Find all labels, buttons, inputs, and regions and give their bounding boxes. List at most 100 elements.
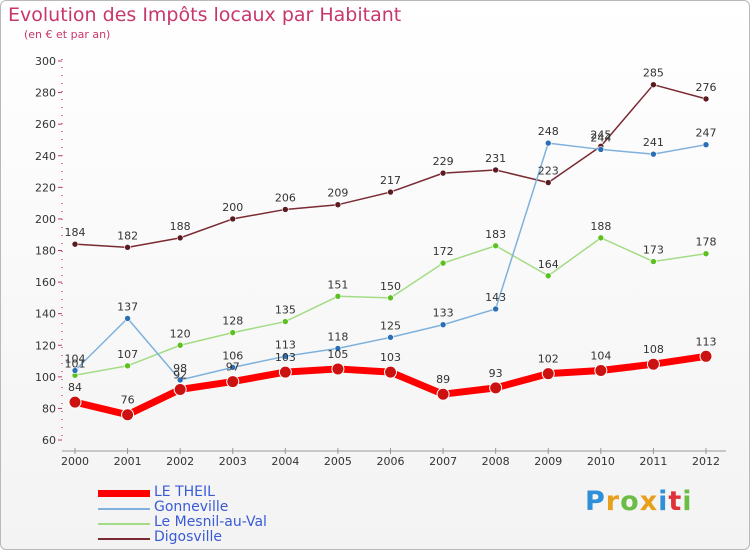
data-label: 102 xyxy=(538,353,559,366)
data-label: 183 xyxy=(485,228,506,241)
data-point xyxy=(124,244,131,251)
y-tick-label: 280 xyxy=(35,87,56,100)
data-point xyxy=(173,382,187,396)
data-label: 223 xyxy=(538,165,559,178)
data-label: 89 xyxy=(436,373,450,386)
data-point xyxy=(226,375,240,389)
data-point xyxy=(229,329,237,336)
logo-letter: P xyxy=(585,486,606,517)
legend-label: Gonneville xyxy=(154,499,229,515)
proxiti-logo: Proxiti xyxy=(585,486,693,517)
data-point xyxy=(439,321,447,329)
x-tick-label: 2008 xyxy=(482,455,510,468)
logo-letter: i xyxy=(682,486,693,517)
data-label: 184 xyxy=(65,226,86,239)
y-tick-label: 240 xyxy=(35,150,56,163)
data-point xyxy=(439,259,447,267)
data-label: 172 xyxy=(433,245,454,258)
data-label: 188 xyxy=(170,220,191,233)
data-point xyxy=(282,206,289,213)
x-tick-label: 2001 xyxy=(114,455,142,468)
logo-letter: x xyxy=(639,486,659,517)
series-line-le-theil xyxy=(71,352,710,419)
logo-letter: o xyxy=(620,486,640,517)
data-label: 76 xyxy=(121,394,135,407)
data-point xyxy=(650,258,657,265)
data-point xyxy=(384,365,397,379)
data-label: 84 xyxy=(68,381,82,394)
data-label: 178 xyxy=(696,236,717,249)
data-label: 93 xyxy=(489,367,503,380)
y-tick-label: 260 xyxy=(35,118,56,131)
data-point xyxy=(387,294,394,302)
data-label: 120 xyxy=(170,327,191,340)
x-tick-label: 2002 xyxy=(166,455,194,468)
data-label: 206 xyxy=(275,191,296,204)
data-point xyxy=(544,139,552,147)
data-point xyxy=(492,242,499,250)
y-tick-label: 160 xyxy=(35,276,56,289)
data-label: 229 xyxy=(433,155,454,168)
data-label: 106 xyxy=(222,349,243,362)
data-label: 103 xyxy=(275,351,296,364)
data-label: 247 xyxy=(696,127,717,140)
data-point xyxy=(124,315,131,322)
data-label: 92 xyxy=(173,368,187,381)
data-label: 135 xyxy=(275,304,296,317)
data-point xyxy=(594,364,608,378)
data-label: 217 xyxy=(380,174,401,187)
data-point xyxy=(121,408,135,422)
data-point xyxy=(124,362,131,370)
data-label: 188 xyxy=(590,220,611,233)
logo-letter: r xyxy=(605,486,621,517)
data-point xyxy=(597,234,605,242)
axes: 60 80 100 120 140 160 180 200 220 240 260 280 300 200… xyxy=(35,55,726,468)
data-point xyxy=(489,381,503,395)
data-label: 97 xyxy=(226,361,240,374)
data-label: 104 xyxy=(65,353,86,366)
data-label: 200 xyxy=(222,201,243,214)
data-point xyxy=(334,345,342,352)
x-tick-label: 2003 xyxy=(219,455,247,468)
data-label: 128 xyxy=(222,315,243,328)
x-tick-label: 2007 xyxy=(429,455,457,468)
series-layer xyxy=(68,81,713,422)
legend-label: Digosville xyxy=(154,529,222,545)
data-point xyxy=(278,365,292,379)
logo-letter: t xyxy=(668,486,683,517)
x-tick-label: 2012 xyxy=(692,455,720,468)
data-point xyxy=(544,272,552,280)
data-point xyxy=(702,250,710,257)
data-point xyxy=(71,367,79,374)
x-tick-label: 2009 xyxy=(534,455,562,468)
data-label: 150 xyxy=(380,280,401,293)
data-label: 276 xyxy=(696,81,717,94)
x-tick-label: 2011 xyxy=(639,455,667,468)
x-tick-label: 2006 xyxy=(377,455,405,468)
y-tick-label: 100 xyxy=(35,371,56,384)
data-point xyxy=(544,179,552,186)
data-point xyxy=(176,341,184,349)
data-point xyxy=(282,318,289,325)
x-tick-label: 2000 xyxy=(61,455,89,468)
data-label: 105 xyxy=(327,348,348,361)
data-point xyxy=(176,234,184,242)
legend-swatch xyxy=(98,490,150,497)
data-point xyxy=(282,353,289,360)
y-tick-label: 180 xyxy=(35,245,56,258)
data-point xyxy=(68,395,82,409)
data-label: 245 xyxy=(590,128,611,141)
legend-swatch xyxy=(98,523,150,525)
data-point xyxy=(650,81,657,88)
data-point xyxy=(702,141,710,148)
data-label: 98 xyxy=(173,362,187,375)
data-point xyxy=(334,292,342,300)
y-tick-label: 60 xyxy=(42,434,56,447)
data-point xyxy=(597,146,605,153)
data-label: 125 xyxy=(380,319,401,332)
data-label: 151 xyxy=(327,278,348,291)
data-point xyxy=(71,240,79,248)
data-label: 113 xyxy=(696,335,717,348)
data-label: 103 xyxy=(380,351,401,364)
